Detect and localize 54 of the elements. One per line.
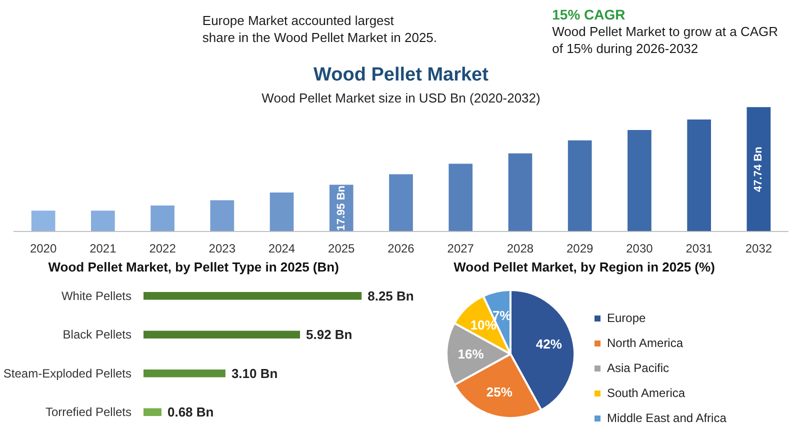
x-tick-label: 2030: [626, 242, 654, 256]
x-tick-label: 2031: [686, 242, 713, 256]
data-label: 25%: [486, 384, 513, 400]
bar: [508, 153, 532, 232]
data-label: 16%: [458, 346, 484, 362]
legend-label: Europe: [607, 310, 646, 325]
text: Wood Pellet Market to grow at a CAGR of 15% during 2026-2032: [552, 24, 778, 56]
x-tick-label: 2028: [506, 242, 534, 256]
data-label: 42%: [536, 336, 562, 352]
y-tick-label: Steam-Exploded Pellets: [3, 366, 132, 380]
legend-label: Asia Pacific: [607, 360, 670, 375]
legend-label: North America: [607, 335, 684, 350]
x-tick-label: 2020: [30, 242, 57, 256]
x-tick-label: 2027: [447, 242, 474, 256]
legend-label: South America: [607, 385, 686, 400]
bar: [144, 370, 226, 378]
text: Europe Market accounted largest share in the Wood Pellet Market in 2025.: [202, 13, 438, 45]
bar: [270, 192, 294, 232]
data-label: 5.92 Bn: [306, 327, 352, 342]
data-label: 8.25 Bn: [368, 288, 414, 304]
x-tick-label: 2024: [268, 242, 296, 256]
bar: [389, 174, 413, 232]
chart-title: Wood Pellet Market, by Region in 2025 (%): [454, 260, 715, 274]
text: 15% CAGR: [552, 6, 626, 22]
bar: [144, 330, 300, 338]
x-tick-label: 2029: [566, 242, 594, 256]
x-tick-label: 2021: [90, 242, 117, 256]
data-label: 17.95 Bn: [335, 185, 348, 231]
x-tick-label: 2026: [388, 242, 415, 256]
bar: [210, 200, 234, 232]
bar: [150, 205, 174, 232]
y-tick-label: Torrefied Pellets: [45, 405, 132, 420]
chart-title: Wood Pellet Market, by Pellet Type in 2025 (Bn): [48, 260, 339, 274]
bar: [628, 130, 652, 232]
data-label: 3.10 Bn: [231, 366, 278, 381]
bar: [687, 120, 711, 232]
x-tick-label: 2023: [208, 242, 236, 256]
x-tick-label: 2025: [328, 242, 356, 256]
y-tick-label: White Pellets: [61, 288, 132, 303]
x-tick-label: 2032: [745, 242, 772, 256]
bar: [144, 408, 162, 416]
x-tick-label: 2022: [149, 242, 176, 256]
bar: [31, 210, 56, 232]
chart-title: Wood Pellet Market: [314, 64, 490, 86]
chart-subtitle: Wood Pellet Market size in USD Bn (2020-2032): [262, 90, 540, 106]
legend-label: Middle East and Africa: [607, 410, 726, 425]
y-tick-label: Black Pellets: [62, 328, 132, 342]
data-label: 47.74 Bn: [752, 146, 765, 192]
bar: [568, 140, 592, 232]
bar: [144, 292, 362, 300]
bar: [746, 107, 771, 232]
bar: [448, 164, 473, 232]
data-label: 0.68 Bn: [167, 404, 214, 420]
bar: [91, 210, 115, 232]
